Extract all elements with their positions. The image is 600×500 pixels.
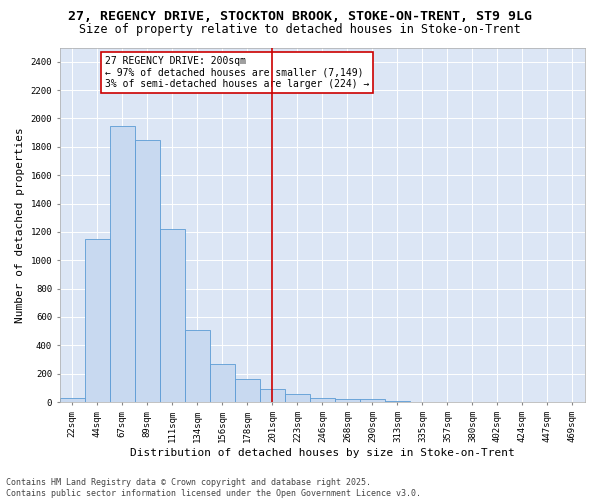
Y-axis label: Number of detached properties: Number of detached properties <box>15 127 25 322</box>
Bar <box>310 398 335 402</box>
Bar <box>360 399 385 402</box>
Bar <box>85 239 110 402</box>
Text: Contains HM Land Registry data © Crown copyright and database right 2025.
Contai: Contains HM Land Registry data © Crown c… <box>6 478 421 498</box>
Bar <box>335 399 360 402</box>
Title: 27, REGENCY DRIVE, STOCKTON BROOK, STOKE-ON-TRENT, ST9 9LG
Size of property rela: 27, REGENCY DRIVE, STOCKTON BROOK, STOKE… <box>0 499 1 500</box>
Bar <box>59 398 85 402</box>
Bar <box>135 140 160 402</box>
Text: Size of property relative to detached houses in Stoke-on-Trent: Size of property relative to detached ho… <box>79 22 521 36</box>
Text: 27 REGENCY DRIVE: 200sqm
← 97% of detached houses are smaller (7,149)
3% of semi: 27 REGENCY DRIVE: 200sqm ← 97% of detach… <box>105 56 369 89</box>
Bar <box>110 126 135 402</box>
Bar <box>185 330 210 402</box>
Bar <box>160 229 185 402</box>
X-axis label: Distribution of detached houses by size in Stoke-on-Trent: Distribution of detached houses by size … <box>130 448 515 458</box>
Bar <box>210 364 235 402</box>
Text: 27, REGENCY DRIVE, STOCKTON BROOK, STOKE-ON-TRENT, ST9 9LG: 27, REGENCY DRIVE, STOCKTON BROOK, STOKE… <box>68 10 532 23</box>
Bar <box>235 380 260 402</box>
Bar <box>260 390 285 402</box>
Bar <box>285 394 310 402</box>
